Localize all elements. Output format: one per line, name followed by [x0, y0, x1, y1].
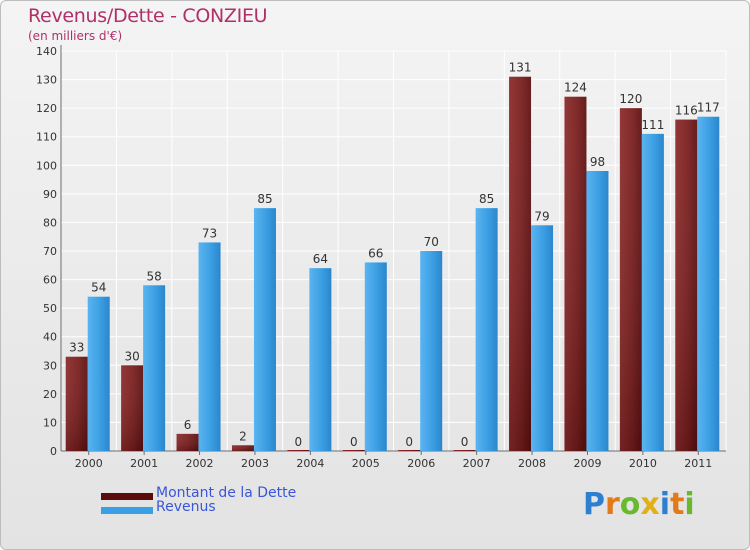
data-label-dette: 30 [124, 349, 139, 363]
y-tick-label: 130 [36, 74, 57, 87]
y-tick-label: 20 [43, 388, 57, 401]
y-tick-label: 10 [43, 416, 57, 429]
data-label-revenus: 70 [424, 235, 439, 249]
y-tick-label: 40 [43, 331, 57, 344]
bar-revenus [697, 116, 720, 451]
x-tick-label: 2010 [629, 457, 657, 470]
logo-letter: i [659, 487, 671, 522]
bar-revenus [253, 208, 276, 451]
logo-letter: o [619, 487, 641, 522]
bar-revenus [87, 296, 110, 451]
legend-swatch-dette [101, 493, 153, 500]
y-tick-label: 140 [36, 45, 57, 58]
bar-revenus [420, 251, 443, 451]
y-tick-label: 60 [43, 274, 57, 287]
data-label-revenus: 54 [91, 281, 106, 295]
bar-dette [453, 450, 476, 451]
data-label-dette: 116 [675, 104, 698, 118]
bar-dette [398, 450, 421, 451]
x-tick-label: 2001 [130, 457, 158, 470]
data-label-revenus: 85 [479, 192, 494, 206]
bar-revenus [475, 208, 498, 451]
bar-revenus [364, 262, 387, 451]
data-label-dette: 124 [564, 81, 587, 95]
legend-label-dette: Montant de la Dette [156, 485, 297, 501]
y-tick-label: 30 [43, 359, 57, 372]
bar-dette-shade [176, 433, 199, 451]
legend-swatch-revenus [101, 507, 153, 514]
x-tick-label: 2002 [186, 457, 214, 470]
y-tick-label: 80 [43, 216, 57, 229]
bar-revenus [198, 242, 221, 451]
bar-dette-shade [619, 108, 642, 452]
y-tick-label: 70 [43, 245, 57, 258]
chart-subtitle: (en milliers d'€) [28, 29, 123, 43]
y-axis: 0 10 20 30 40 50 60 70 80 90 100 110 120 130 140 [36, 45, 57, 458]
y-tick-label: 100 [36, 159, 57, 172]
data-label-dette: 120 [619, 92, 642, 106]
data-label-revenus: 66 [368, 246, 383, 260]
data-label-revenus: 85 [257, 192, 272, 206]
data-label-dette: 0 [295, 435, 303, 449]
data-label-revenus: 98 [590, 155, 605, 169]
data-label-dette: 131 [509, 61, 532, 75]
chart-title: Revenus/Dette - CONZIEU [28, 5, 268, 27]
data-label-dette: 2 [239, 429, 247, 443]
data-label-dette: 6 [184, 418, 192, 432]
data-label-dette: 0 [461, 435, 469, 449]
bars [65, 76, 720, 452]
x-tick-label: 2011 [684, 457, 712, 470]
legend-label-revenus: Revenus [156, 499, 216, 515]
bar-revenus [586, 171, 609, 451]
data-label-revenus: 111 [641, 118, 664, 132]
y-tick-label: 120 [36, 102, 57, 115]
data-label-revenus: 58 [146, 269, 161, 283]
logo-letter: P [583, 487, 605, 522]
bar-revenus [531, 225, 554, 451]
bar-revenus [309, 268, 332, 451]
x-tick-label: 2009 [573, 457, 601, 470]
y-tick-label: 0 [50, 445, 57, 458]
bar-revenus [143, 285, 166, 451]
bar-dette-shade [65, 356, 88, 451]
bar-dette [342, 450, 365, 451]
logo-letter: i [684, 487, 695, 522]
bar-dette [287, 450, 310, 451]
data-label-revenus: 117 [697, 101, 720, 115]
logo-letter: r [605, 487, 620, 522]
logo-letter: t [670, 487, 685, 522]
x-tick-label: 2003 [241, 457, 269, 470]
x-tick-label: 2004 [296, 457, 324, 470]
data-label-dette: 0 [405, 435, 413, 449]
data-label-revenus: 73 [202, 226, 217, 240]
data-label-revenus: 79 [534, 209, 549, 223]
bar-dette-shade [231, 445, 254, 451]
x-tick-label: 2008 [518, 457, 546, 470]
grid-lines [60, 45, 727, 452]
bar-dette-shade [121, 365, 144, 451]
bar-dette-shade [675, 119, 698, 452]
y-tick-label: 50 [43, 302, 57, 315]
bar-dette-shade [509, 76, 532, 451]
bar-revenus [641, 133, 664, 451]
bar-dette-shade [564, 96, 587, 451]
data-label-dette: 0 [350, 435, 358, 449]
x-tick-label: 2006 [407, 457, 435, 470]
proxiti-logo: Proxiti [583, 487, 695, 522]
y-tick-label: 110 [36, 131, 57, 144]
data-label-dette: 33 [69, 341, 84, 355]
x-tick-label: 2005 [352, 457, 380, 470]
data-label-revenus: 64 [313, 252, 328, 266]
data-labels: 33 54 30 58 6 73 2 85 0 64 0 66 0 70 0 85 131 79 124 98 120 1… [69, 61, 720, 449]
x-tick-label: 2000 [75, 457, 103, 470]
logo-letter: x [640, 487, 660, 522]
y-tick-label: 90 [43, 188, 57, 201]
x-tick-label: 2007 [463, 457, 491, 470]
x-axis: 2000 2001 2002 2003 2004 2005 2006 2007 2008 2009… [75, 451, 712, 470]
